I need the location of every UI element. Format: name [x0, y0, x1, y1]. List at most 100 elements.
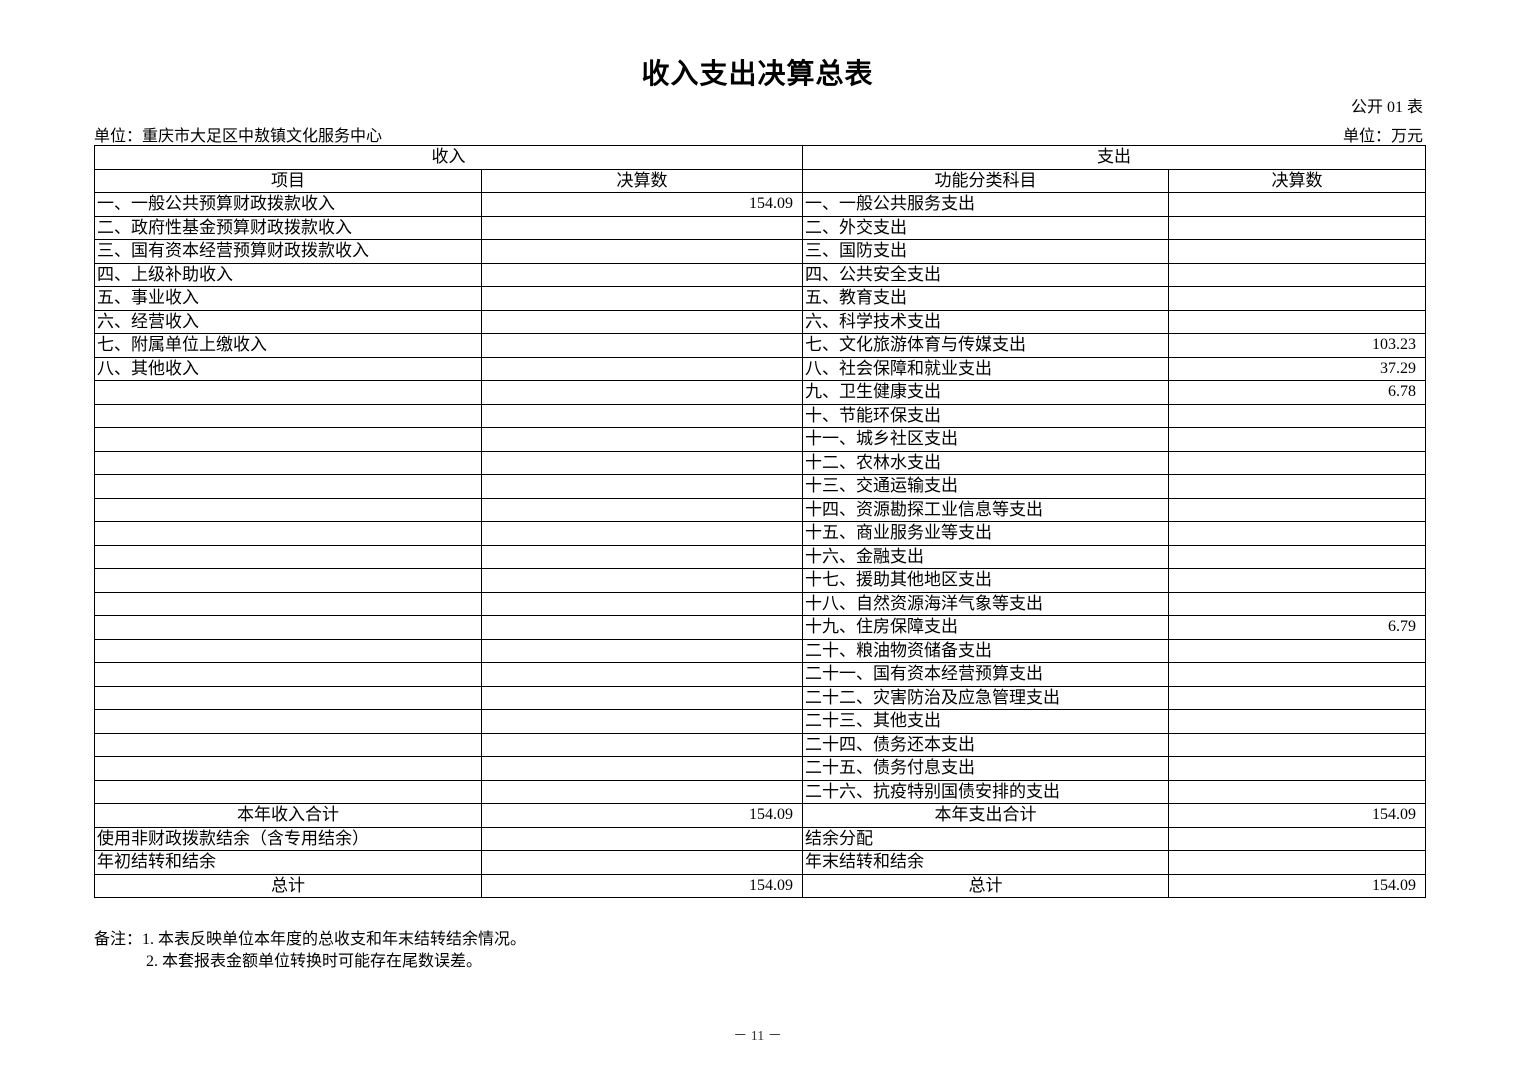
summary-expense-label: 总计: [802, 873, 1169, 898]
expense-item: 九、卫生健康支出: [802, 380, 1169, 405]
expense-item: 五、教育支出: [802, 286, 1169, 311]
expense-amount: [1168, 262, 1426, 287]
expense-item: 二十、粮油物资储备支出: [802, 638, 1169, 663]
income-item: [94, 638, 482, 663]
summary-income-label: 总计: [94, 873, 482, 898]
summary-expense-label: 年末结转和结余: [802, 850, 1169, 875]
expense-amount: [1168, 215, 1426, 240]
table-row: 七、附属单位上缴收入 七、文化旅游体育与传媒支出 103.23: [94, 333, 1426, 358]
income-amount: [481, 662, 803, 687]
expense-amount: [1168, 709, 1426, 734]
unit-currency: 单位：万元: [1342, 128, 1423, 145]
item-header: 项目: [94, 168, 482, 193]
income-item: [94, 779, 482, 804]
expense-item: 十、节能环保支出: [802, 403, 1169, 428]
expense-item: 十六、金融支出: [802, 544, 1169, 569]
income-amount: [481, 497, 803, 522]
table-row: 一、一般公共预算财政拨款收入 154.09 一、一般公共服务支出: [94, 192, 1426, 217]
income-amount: [481, 591, 803, 616]
income-amount: [481, 403, 803, 428]
table-row: 三、国有资本经营预算财政拨款收入 三、国防支出: [94, 239, 1426, 264]
table-row: 十四、资源勘探工业信息等支出: [94, 497, 1426, 522]
summary-income-amount: 154.09: [481, 873, 803, 898]
expense-amount: 103.23: [1168, 333, 1426, 358]
expense-item: 八、社会保障和就业支出: [802, 356, 1169, 381]
page-title: 收入支出决算总表: [641, 59, 874, 90]
income-amount: [481, 568, 803, 593]
income-amount: [481, 262, 803, 287]
expense-amount: [1168, 450, 1426, 475]
func-item-header: 功能分类科目: [802, 168, 1169, 193]
unit-organization: 单位：重庆市大足区中敖镇文化服务中心: [94, 128, 383, 145]
table-row: 五、事业收入 五、教育支出: [94, 286, 1426, 311]
income-item: [94, 427, 482, 452]
expense-item: 四、公共安全支出: [802, 262, 1169, 287]
expense-amount: 37.29: [1168, 356, 1426, 381]
income-item: 二、政府性基金预算财政拨款收入: [94, 215, 482, 240]
summary-expense-label: 本年支出合计: [802, 803, 1169, 828]
table-row: 六、经营收入 六、科学技术支出: [94, 309, 1426, 334]
expense-item: 一、一般公共服务支出: [802, 192, 1169, 217]
expense-amount: [1168, 685, 1426, 710]
income-amount: [481, 333, 803, 358]
summary-income-label: 年初结转和结余: [94, 850, 482, 875]
summary-income-amount: [481, 826, 803, 851]
expense-amount: [1168, 638, 1426, 663]
summary-expense-amount: [1168, 850, 1426, 875]
income-item: 七、附属单位上缴收入: [94, 333, 482, 358]
expense-amount: [1168, 779, 1426, 804]
income-item: [94, 521, 482, 546]
income-amount: [481, 615, 803, 640]
column-header-row: 项目 决算数 功能分类科目 决算数: [94, 168, 1426, 193]
income-item: [94, 615, 482, 640]
expense-amount: [1168, 662, 1426, 687]
expense-item: 二十一、国有资本经营预算支出: [802, 662, 1169, 687]
income-amount: [481, 756, 803, 781]
expense-amount: [1168, 403, 1426, 428]
income-item: [94, 450, 482, 475]
table-row: 八、其他收入 八、社会保障和就业支出 37.29: [94, 356, 1426, 381]
income-amount: 154.09: [481, 192, 803, 217]
notes: 备注：1. 本表反映单位本年度的总收支和年末结转结余情况。 2. 本套报表金额单…: [94, 929, 526, 973]
expense-item: 二、外交支出: [802, 215, 1169, 240]
expense-amount: [1168, 427, 1426, 452]
income-amount: [481, 450, 803, 475]
income-item: [94, 474, 482, 499]
func-amount-header: 决算数: [1168, 168, 1426, 193]
table-row: 四、上级补助收入 四、公共安全支出: [94, 262, 1426, 287]
expense-item: 十八、自然资源海洋气象等支出: [802, 591, 1169, 616]
expense-amount: [1168, 192, 1426, 217]
table-row: 十八、自然资源海洋气象等支出: [94, 591, 1426, 616]
income-item: [94, 403, 482, 428]
expense-item: 十五、商业服务业等支出: [802, 521, 1169, 546]
income-amount: [481, 709, 803, 734]
expense-amount: 6.79: [1168, 615, 1426, 640]
amount-header: 决算数: [481, 168, 803, 193]
expense-amount: [1168, 591, 1426, 616]
income-item: 四、上级补助收入: [94, 262, 482, 287]
summary-income-amount: [481, 850, 803, 875]
table-row: 二十六、抗疫特别国债安排的支出: [94, 779, 1426, 804]
income-amount: [481, 286, 803, 311]
income-amount: [481, 779, 803, 804]
expense-amount: [1168, 474, 1426, 499]
table-row: 二十三、其他支出: [94, 709, 1426, 734]
table-row: 十二、农林水支出: [94, 450, 1426, 475]
income-item: 八、其他收入: [94, 356, 482, 381]
income-amount: [481, 309, 803, 334]
income-item: 六、经营收入: [94, 309, 482, 334]
income-amount: [481, 685, 803, 710]
expense-item: 二十四、债务还本支出: [802, 732, 1169, 757]
income-item: [94, 568, 482, 593]
table-row: 十一、城乡社区支出: [94, 427, 1426, 452]
page-number: － 11 －: [733, 1029, 782, 1044]
summary-row: 年初结转和结余 年末结转和结余: [94, 850, 1426, 875]
table-row: 二十二、灾害防治及应急管理支出: [94, 685, 1426, 710]
income-amount: [481, 732, 803, 757]
expense-item: 二十五、债务付息支出: [802, 756, 1169, 781]
expense-item: 二十二、灾害防治及应急管理支出: [802, 685, 1169, 710]
expense-item: 七、文化旅游体育与传媒支出: [802, 333, 1169, 358]
table-row: 二十五、债务付息支出: [94, 756, 1426, 781]
income-item: [94, 685, 482, 710]
expense-amount: [1168, 568, 1426, 593]
